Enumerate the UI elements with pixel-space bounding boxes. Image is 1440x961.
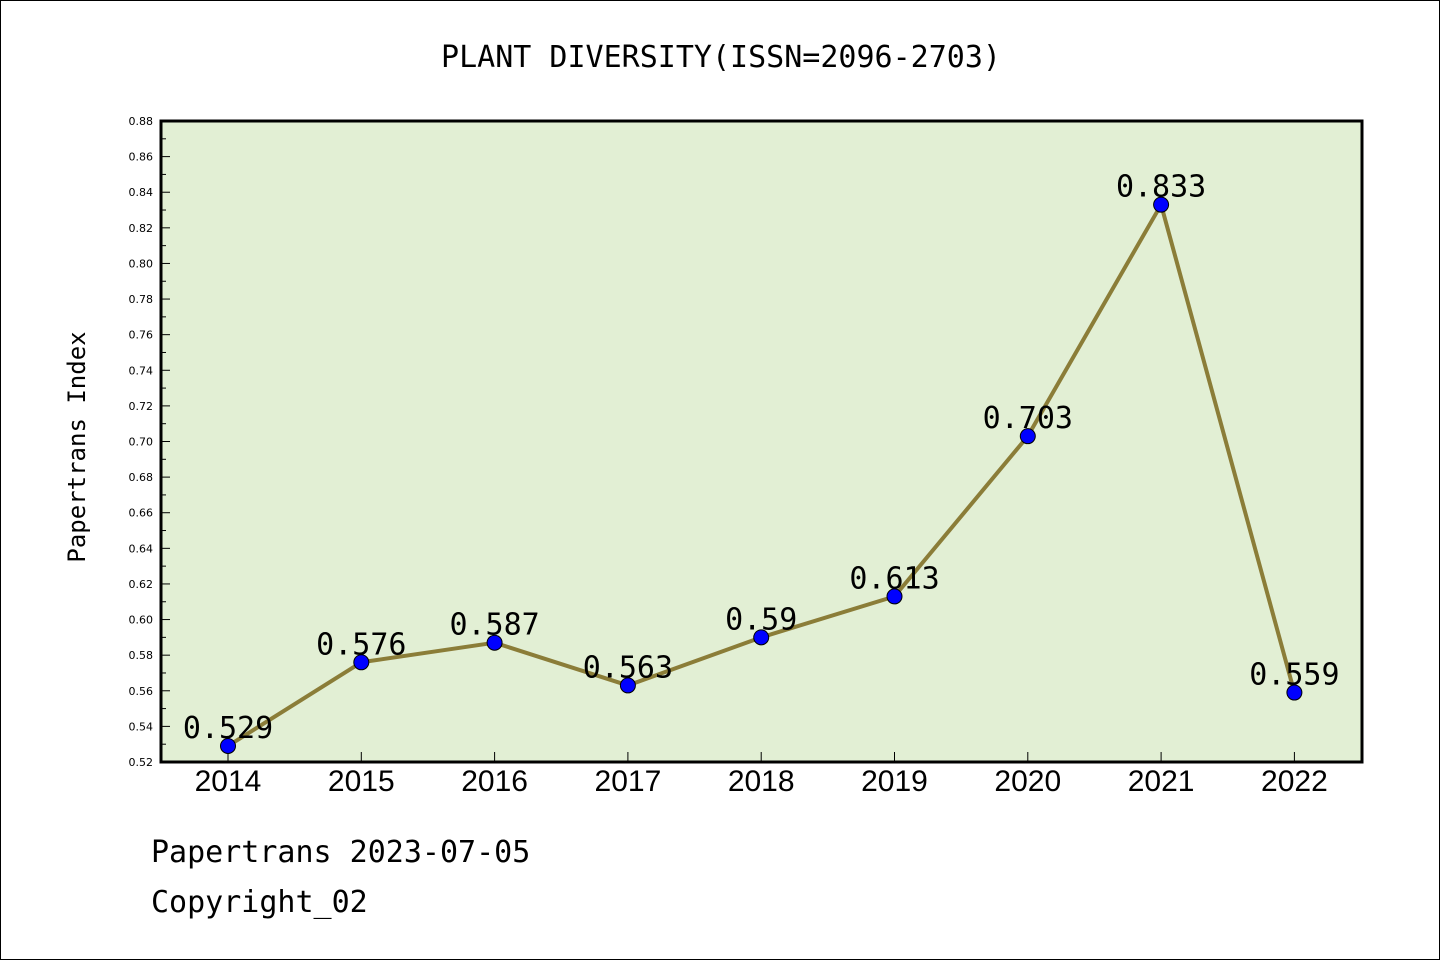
data-point bbox=[486, 634, 503, 651]
y-tick-label: 0.88 bbox=[129, 115, 154, 128]
x-tick-label: 2015 bbox=[328, 765, 395, 798]
x-tick-label: 2019 bbox=[861, 765, 928, 798]
data-label: 0.703 bbox=[983, 401, 1073, 436]
y-tick-label: 0.62 bbox=[129, 578, 154, 591]
x-axis: 2014 2015 2016 2017 2018 2019 2020 2021 2022 bbox=[195, 752, 1328, 798]
y-tick-label: 0.78 bbox=[129, 293, 154, 306]
data-point bbox=[353, 654, 370, 671]
y-tick-label: 0.84 bbox=[129, 186, 154, 199]
data-label: 0.59 bbox=[725, 602, 797, 637]
data-point bbox=[753, 629, 770, 646]
y-tick-label: 0.72 bbox=[129, 400, 154, 413]
data-point bbox=[1286, 684, 1303, 701]
data-label: 0.559 bbox=[1249, 658, 1339, 693]
y-tick-label: 0.54 bbox=[129, 720, 154, 733]
y-tick-label: 0.66 bbox=[129, 507, 154, 520]
data-labels-group: 0.529 0.576 0.587 0.563 0.59 0.613 0.703 0.833 0… bbox=[183, 170, 1340, 746]
data-label: 0.587 bbox=[449, 608, 539, 643]
x-tick-label: 2021 bbox=[1128, 765, 1195, 798]
y-tick-label: 0.60 bbox=[129, 614, 154, 627]
data-label: 0.576 bbox=[316, 627, 406, 662]
data-label: 0.529 bbox=[183, 711, 273, 746]
y-tick-label: 0.68 bbox=[129, 471, 154, 484]
plot-area bbox=[161, 121, 1362, 762]
data-point bbox=[220, 737, 236, 754]
y-tick-label: 0.52 bbox=[129, 756, 154, 769]
x-tick-label: 2020 bbox=[994, 765, 1061, 798]
x-tick-label: 2016 bbox=[461, 765, 528, 798]
data-point bbox=[1019, 428, 1036, 445]
x-tick-label: 2017 bbox=[595, 765, 662, 798]
chart-title: PLANT DIVERSITY(ISSN=2096-2703) bbox=[441, 40, 1001, 75]
x-tick-label: 2014 bbox=[195, 765, 262, 798]
x-tick-label: 2018 bbox=[728, 765, 795, 798]
y-tick-label: 0.74 bbox=[129, 364, 154, 377]
y-tick-label: 0.86 bbox=[129, 151, 154, 164]
y-tick-label: 0.82 bbox=[129, 222, 154, 235]
data-label: 0.833 bbox=[1116, 170, 1206, 205]
y-tick-label: 0.76 bbox=[129, 329, 154, 342]
data-label: 0.613 bbox=[849, 561, 939, 596]
y-tick-label: 0.80 bbox=[129, 257, 154, 270]
y-tick-label: 0.56 bbox=[129, 685, 154, 698]
y-tick-label: 0.58 bbox=[129, 649, 154, 662]
markers-group bbox=[220, 196, 1303, 754]
y-tick-label: 0.70 bbox=[129, 436, 154, 449]
y-axis-label: Papertrans Index bbox=[63, 331, 91, 562]
data-label: 0.563 bbox=[583, 650, 673, 685]
plot-border bbox=[159, 119, 1364, 764]
data-point bbox=[619, 677, 636, 694]
y-tick-label: 0.64 bbox=[129, 542, 154, 555]
data-point bbox=[1153, 196, 1170, 213]
footer-date: Papertrans 2023-07-05 bbox=[151, 835, 531, 870]
footer-copyright: Copyright_02 bbox=[151, 885, 368, 920]
x-tick-label: 2022 bbox=[1261, 765, 1328, 798]
y-axis: 0.52 0.54 0.56 0.58 0.60 0.62 0.64 0.66 0.68 0.70… bbox=[129, 115, 170, 769]
data-point bbox=[886, 588, 903, 605]
